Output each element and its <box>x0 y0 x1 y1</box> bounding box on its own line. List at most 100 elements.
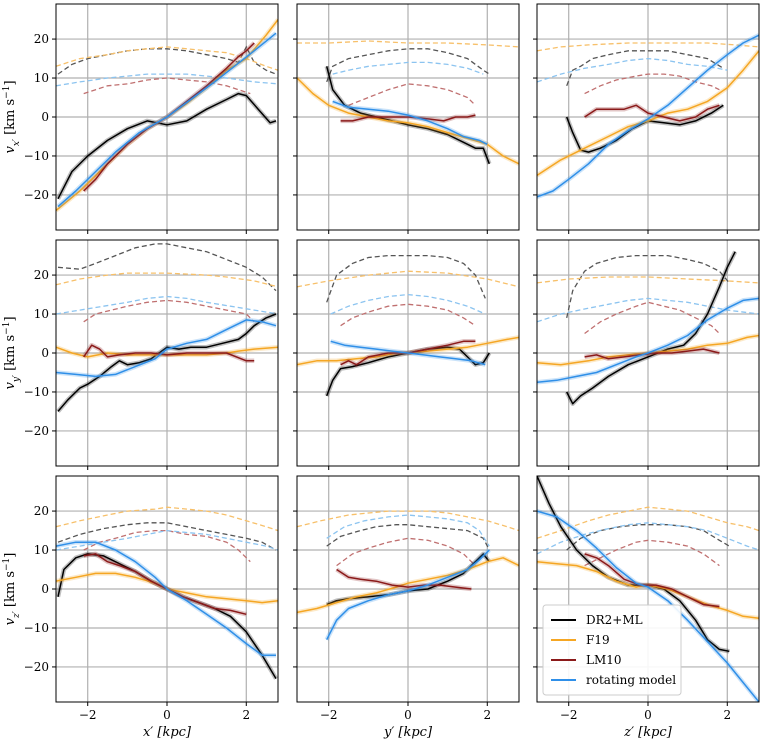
y-axis-symbol: v <box>3 382 18 390</box>
panel-r1c0-ytick-label: 0 <box>41 346 49 360</box>
panel-r1c2-dispersion-dr2 <box>566 254 730 319</box>
panel-r1c0: −20 −10 0 10 20 <box>24 239 279 470</box>
panel-r2c2-plot-area <box>537 476 759 702</box>
panel-r2c2-dispersion-rot <box>537 522 759 555</box>
panel-r1c2-mean-lm10 <box>584 348 720 360</box>
y-axis-close: ] <box>3 316 18 321</box>
panel-r2c1-xtick-label: 0 <box>404 708 412 722</box>
panel-r1c1-dispersion-lm10 <box>340 303 476 327</box>
panel-r2c1-mean-f19 <box>297 557 519 614</box>
panel-r1c1-mean-lm10 <box>340 340 476 366</box>
y-axis-exponent: −1 <box>2 322 12 335</box>
panel-r1c2-mean-f19 <box>537 334 759 366</box>
x-axis-label-col2: z′ [kpc] <box>623 725 672 740</box>
panel-r1c1-dispersion-rot <box>330 293 486 315</box>
panel-r0c0-dispersion-f19 <box>56 46 278 71</box>
panel-r2c0-mean-lm10 <box>83 553 247 616</box>
panel-r2c0-ytick-label: 20 <box>34 504 49 518</box>
panel-r2c2-xtick-label: 2 <box>723 708 731 722</box>
panel-r0c0-ytick-label: 10 <box>34 71 49 85</box>
panel-r2c2-mean-lm10 <box>584 553 720 608</box>
panel-r2c0-dispersion-f19 <box>56 506 278 532</box>
panel-r0c0-dispersion-lm10 <box>83 77 251 95</box>
panel-r0c1-plot-area <box>297 40 519 166</box>
panel-r2c1-plot-area <box>297 510 519 641</box>
y-axis-symbol: v <box>3 146 18 154</box>
panel-r0c0-dispersion-dr2 <box>57 45 277 75</box>
panel-r1c0-ytick-label: 10 <box>34 307 49 321</box>
panel-r1c1-mean-rot <box>330 340 486 366</box>
panel-r1c0-dispersion-lm10 <box>83 299 255 323</box>
legend-label-rot: rotating model <box>586 673 676 687</box>
panel-r1c0-mean-rot <box>56 319 277 378</box>
y-axis-label-row0: vx′ [km s−1] <box>2 80 22 153</box>
legend: DR2+ML F19 LM10 rotating model <box>542 604 682 696</box>
panel-r2c1-mean-rot <box>326 549 490 641</box>
panel-r0c2 <box>533 3 760 234</box>
panel-r1c0-ytick-label: −20 <box>24 424 49 438</box>
panel-r1c0-dispersion-dr2 <box>57 243 277 292</box>
panel-r2c0-ytick-label: −10 <box>24 621 49 635</box>
panel-r2c0-plot-area <box>56 506 278 680</box>
panel-r0c1 <box>293 3 520 234</box>
panel-r0c0-dispersion-rot <box>56 73 278 87</box>
panel-r1c1 <box>293 239 520 470</box>
panel-r0c2-dispersion-f19 <box>537 42 759 52</box>
panel-r2c0-xtick-label: 0 <box>163 708 171 722</box>
y-axis-exponent: −1 <box>2 558 12 571</box>
legend-label-lm10: LM10 <box>586 653 622 667</box>
panel-r0c2-dispersion-dr2 <box>566 50 724 87</box>
panel-r1c0-plot-area <box>56 243 278 413</box>
panel-r2c2-band-lm10 <box>583 551 720 609</box>
panel-r0c1-dispersion-rot <box>332 61 484 75</box>
panel-r1c0-dispersion-f19 <box>56 272 278 288</box>
panel-r2c2-xtick-label: 0 <box>644 708 652 722</box>
panel-r0c2-mean-f19 <box>537 50 759 177</box>
panel-r0c1-mean-rot <box>332 100 488 145</box>
y-axis-unit: [km s <box>3 335 18 375</box>
panel-r2c2-dispersion-f19 <box>537 506 759 539</box>
panel-r2c1-dispersion-lm10 <box>336 537 476 567</box>
y-axis-close: ] <box>3 553 18 558</box>
panel-r2c1-mean-lm10 <box>336 568 472 590</box>
panel-r2c0-dispersion-lm10 <box>83 529 251 563</box>
panel-r0c2-dispersion-lm10 <box>584 73 720 95</box>
panel-r1c2-plot-area <box>537 250 759 406</box>
panel-r2c2-dispersion-dr2 <box>566 524 730 551</box>
panel-r2c1-xtick-label: −2 <box>320 708 338 722</box>
y-axis-subscript: x′ <box>12 139 22 146</box>
panel-r2c0-ytick-label: 10 <box>34 543 49 557</box>
legend-label-f19: F19 <box>586 633 610 647</box>
panel-r0c0-mean-rot <box>57 32 277 208</box>
y-axis-subscript: y′ <box>12 375 22 383</box>
panel-r1c2-dispersion-rot <box>537 297 759 323</box>
panel-r2c1-dispersion-rot <box>326 514 490 547</box>
panel-r0c2-plot-area <box>537 33 759 200</box>
panel-r1c0-mean-dr2 <box>57 313 277 412</box>
panel-r1c0-ytick-label: −10 <box>24 385 49 399</box>
panel-r2c1: −2 0 2 <box>293 475 520 722</box>
panel-r2c0-xtick-label: −2 <box>79 708 97 722</box>
legend-frame <box>542 604 682 696</box>
panel-r0c0-ytick-label: 0 <box>41 110 49 124</box>
panel-r1c0-mean-lm10 <box>83 344 255 362</box>
panel-r0c0-plot-area <box>56 18 278 213</box>
panel-r2c1-xtick-label: 2 <box>483 708 491 722</box>
y-axis-symbol: v <box>3 617 18 625</box>
panel-r2c1-dispersion-f19 <box>297 510 519 532</box>
panel-r1c0-dispersion-rot <box>56 295 278 315</box>
legend-label-dr2: DR2+ML <box>586 613 643 627</box>
panel-r2c2-mean-rot <box>537 510 759 702</box>
panel-r2c0-ytick-label: −20 <box>24 660 49 674</box>
panel-r1c1-plot-area <box>297 254 519 397</box>
panel-r0c0: −20 −10 0 10 20 <box>24 3 279 234</box>
panel-r0c0-ytick-label: −20 <box>24 188 49 202</box>
panel-r1c0-ytick-label: 20 <box>34 268 49 282</box>
panel-r0c2-dispersion-rot <box>537 57 728 83</box>
panel-r1c2-mean-rot <box>537 297 759 383</box>
panel-r2c0-dispersion-dr2 <box>57 522 277 551</box>
y-axis-unit: [km s <box>3 99 18 139</box>
